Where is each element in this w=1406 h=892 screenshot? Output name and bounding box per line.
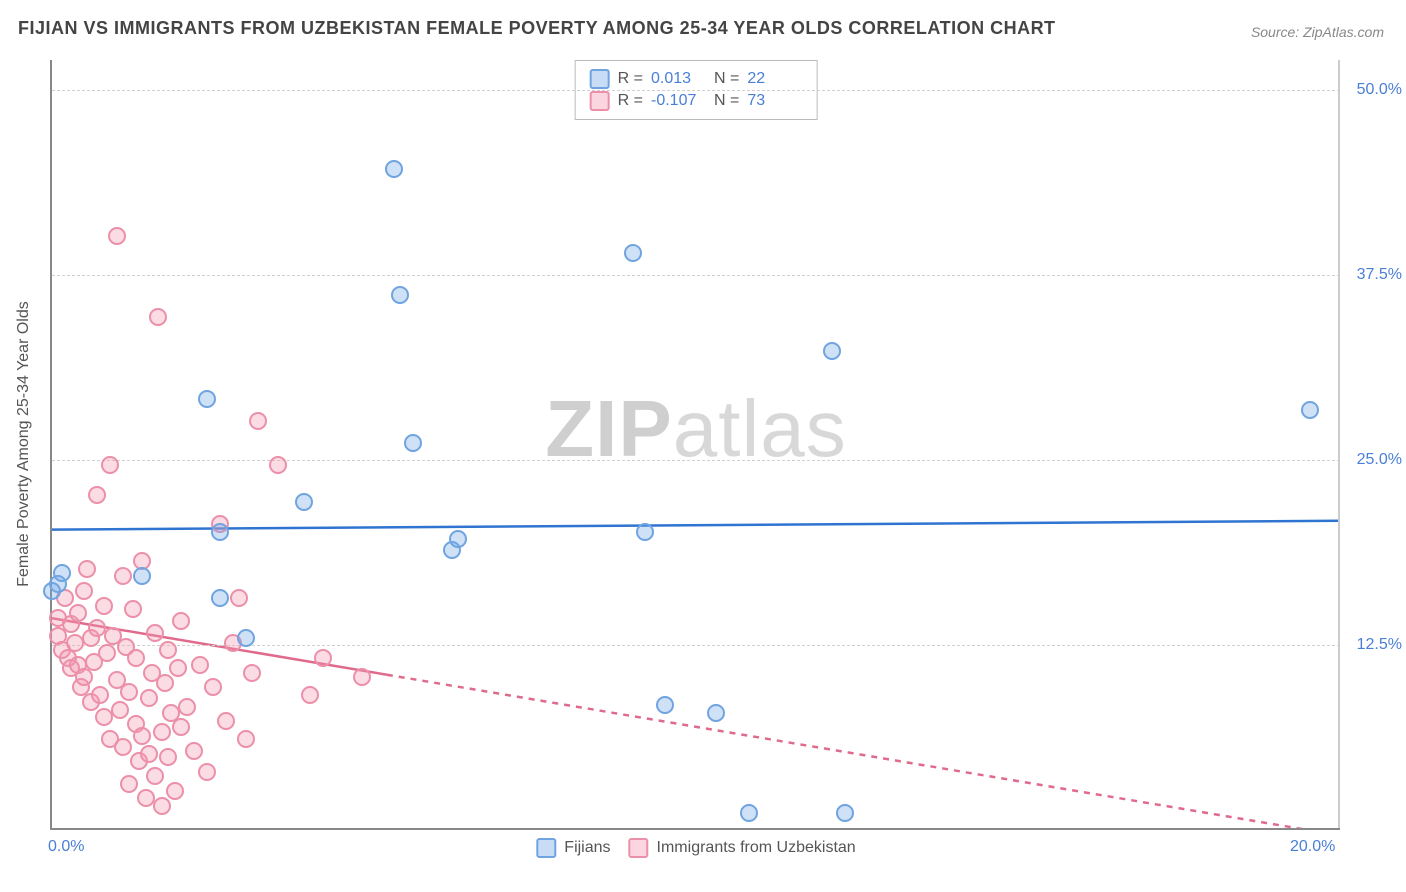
data-point [314, 649, 332, 667]
data-point [111, 701, 129, 719]
legend-swatch [629, 838, 649, 858]
r-value: -0.107 [651, 92, 706, 110]
data-point [108, 227, 126, 245]
x-tick-label: 20.0% [1290, 838, 1335, 856]
data-point [740, 804, 758, 822]
y-tick-label: 50.0% [1357, 81, 1402, 99]
data-point [211, 589, 229, 607]
data-point [75, 582, 93, 600]
legend-swatch [536, 838, 556, 858]
data-point [140, 689, 158, 707]
data-point [404, 434, 422, 452]
data-point [353, 668, 371, 686]
data-point [172, 612, 190, 630]
data-point [211, 523, 229, 541]
data-point [295, 493, 313, 511]
data-point [95, 597, 113, 615]
x-tick-label: 0.0% [48, 838, 84, 856]
data-point [624, 244, 642, 262]
data-point [249, 412, 267, 430]
legend-item: Immigrants from Uzbekistan [629, 838, 856, 858]
stats-row: R = -0.107 N = 73 [590, 91, 803, 111]
data-point [127, 649, 145, 667]
gridline [52, 275, 1340, 276]
chart-title: FIJIAN VS IMMIGRANTS FROM UZBEKISTAN FEM… [18, 18, 1056, 39]
gridline [52, 90, 1340, 91]
stats-row: R = 0.013 N = 22 [590, 69, 803, 89]
data-point [636, 523, 654, 541]
data-point [169, 659, 187, 677]
y-axis-label: Female Poverty Among 25-34 Year Olds [15, 301, 33, 587]
data-point [269, 456, 287, 474]
data-point [98, 644, 116, 662]
data-point [114, 738, 132, 756]
watermark: ZIPatlas [545, 383, 846, 475]
data-point [237, 730, 255, 748]
data-point [159, 748, 177, 766]
data-point [133, 727, 151, 745]
data-point [78, 560, 96, 578]
legend-item: Fijians [536, 838, 610, 858]
data-point [146, 624, 164, 642]
legend-swatch [590, 69, 610, 89]
data-point [101, 456, 119, 474]
data-point [823, 342, 841, 360]
data-point [185, 742, 203, 760]
data-point [153, 723, 171, 741]
data-point [140, 745, 158, 763]
data-point [91, 686, 109, 704]
data-point [385, 160, 403, 178]
data-point [178, 698, 196, 716]
data-point [120, 683, 138, 701]
data-point [146, 767, 164, 785]
data-point [172, 718, 190, 736]
data-point [69, 604, 87, 622]
data-point [166, 782, 184, 800]
n-label: N = [714, 70, 739, 88]
legend-label: Immigrants from Uzbekistan [657, 839, 856, 857]
data-point [449, 530, 467, 548]
plot-area: Female Poverty Among 25-34 Year Olds ZIP… [50, 60, 1340, 830]
data-point [198, 390, 216, 408]
data-point [159, 641, 177, 659]
r-label: R = [618, 70, 643, 88]
data-point [217, 712, 235, 730]
data-point [153, 797, 171, 815]
data-point [53, 564, 71, 582]
bottom-legend: Fijians Immigrants from Uzbekistan [536, 838, 855, 858]
data-point [243, 664, 261, 682]
data-point [836, 804, 854, 822]
data-point [230, 589, 248, 607]
y-tick-label: 25.0% [1357, 451, 1402, 469]
data-point [120, 775, 138, 793]
data-point [124, 600, 142, 618]
data-point [204, 678, 222, 696]
data-point [133, 567, 151, 585]
data-point [656, 696, 674, 714]
n-value: 22 [747, 70, 802, 88]
gridline [52, 460, 1340, 461]
data-point [114, 567, 132, 585]
r-value: 0.013 [651, 70, 706, 88]
legend-label: Fijians [564, 839, 610, 857]
n-value: 73 [747, 92, 802, 110]
data-point [198, 763, 216, 781]
data-point [43, 582, 61, 600]
data-point [707, 704, 725, 722]
data-point [1301, 401, 1319, 419]
data-point [391, 286, 409, 304]
source-label: Source: ZipAtlas.com [1251, 24, 1384, 40]
data-point [156, 674, 174, 692]
r-label: R = [618, 92, 643, 110]
data-point [301, 686, 319, 704]
data-point [88, 486, 106, 504]
n-label: N = [714, 92, 739, 110]
y-tick-label: 12.5% [1357, 636, 1402, 654]
data-point [149, 308, 167, 326]
data-point [237, 629, 255, 647]
y-tick-label: 37.5% [1357, 266, 1402, 284]
data-point [191, 656, 209, 674]
legend-swatch [590, 91, 610, 111]
